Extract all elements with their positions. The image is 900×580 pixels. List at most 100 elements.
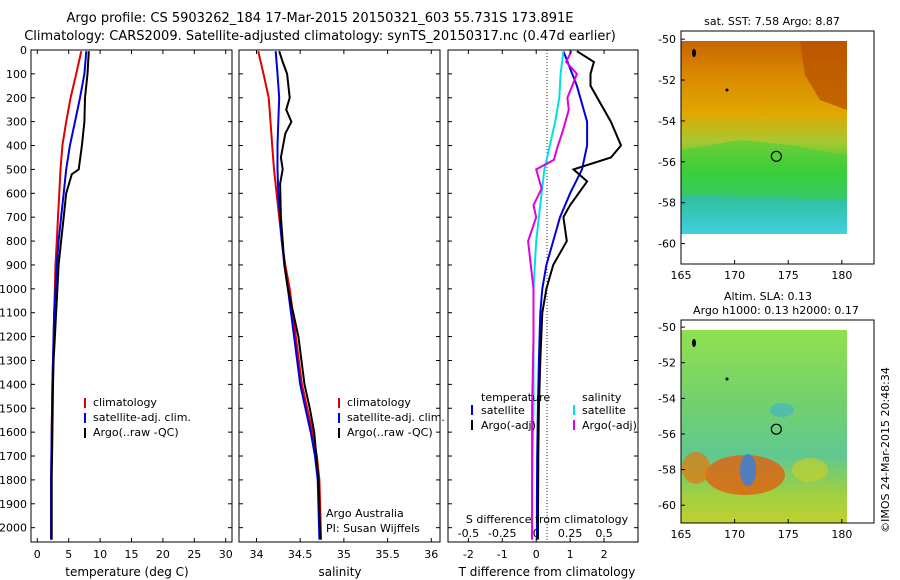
sla-map-title: Altim. SLA: 0.13 xyxy=(724,290,812,303)
legend-satellite-adj: satellite-adj. clim. xyxy=(93,411,191,424)
legend-s-satellite: satellite xyxy=(582,404,626,417)
x-tick-label: -1 xyxy=(497,548,508,561)
map-x-tick-label: 170 xyxy=(724,269,745,282)
y-tick-label: 500 xyxy=(6,163,27,176)
x-tick-label: -2 xyxy=(463,548,474,561)
title-line-1: Argo profile: CS 5903262_184 17-Mar-2015… xyxy=(66,11,574,26)
x-tick2-label: 0.5 xyxy=(595,527,613,540)
x-tick-label: 2 xyxy=(601,548,608,561)
sla-yellow-patch xyxy=(792,458,828,482)
float-position-marker xyxy=(770,150,782,162)
x-tick-label: 25 xyxy=(187,548,201,561)
salinity-legend: climatology satellite-adj. clim. Argo(..… xyxy=(338,396,445,439)
x-tick-label: 15 xyxy=(125,548,139,561)
timestamp-stamp: ©IMOS 24-Mar-2015 20:48:34 xyxy=(879,367,892,533)
legend-climatology: climatology xyxy=(93,396,157,409)
sla-map: Altim. SLA: 0.13 Argo h1000: 0.13 h2000:… xyxy=(658,290,875,541)
map-y-tick-label: -52 xyxy=(658,74,676,87)
map-x-tick-label: 180 xyxy=(831,269,852,282)
y-tick-label: 900 xyxy=(6,259,27,272)
temperature-legend: climatology satellite-adj. clim. Argo(..… xyxy=(84,396,191,439)
salinity-axes-frame xyxy=(238,49,441,543)
map-x-tick-label: 165 xyxy=(671,528,692,541)
temperature-xlabel: temperature (deg C) xyxy=(65,565,188,579)
map-x-tick-label: 180 xyxy=(831,528,852,541)
y-tick-label: 1900 xyxy=(0,498,27,511)
sla-high-patch xyxy=(682,452,710,484)
salinity-xlabel: salinity xyxy=(318,565,361,579)
y-tick-label: 0 xyxy=(20,44,27,57)
legend-satellite-adj: satellite-adj. clim. xyxy=(347,411,445,424)
legend-t-argo: Argo(-adj) xyxy=(481,419,536,432)
map-y-tick-label: -58 xyxy=(658,197,676,210)
sla-map-frame xyxy=(680,319,875,524)
pi-label: PI: Susan Wijffels xyxy=(326,522,420,535)
map-y-tick-label: -56 xyxy=(658,428,676,441)
s-difference-xlabel: S difference from climatology xyxy=(466,513,629,526)
x-tick-label: 30 xyxy=(219,548,233,561)
series-line xyxy=(536,50,623,540)
legend-s-argo: Argo(-adj) xyxy=(582,419,637,432)
y-tick-label: 1500 xyxy=(0,402,27,415)
sla-map-subtitle: Argo h1000: 0.13 h2000: 0.17 xyxy=(693,304,859,317)
x-tick-label: 20 xyxy=(156,548,170,561)
legend-argo-raw: Argo(..raw -QC) xyxy=(347,426,433,439)
legend-temperature-heading: temperature xyxy=(481,391,550,404)
legend-t-satellite: satellite xyxy=(481,404,525,417)
series-line xyxy=(527,50,579,540)
x-tick-label: 34 xyxy=(249,548,263,561)
difference-legend: temperature satellite Argo(-adj) salinit… xyxy=(471,391,637,432)
y-tick-label: 2000 xyxy=(0,522,27,535)
x-tick2-label: -0.25 xyxy=(488,527,516,540)
series-line xyxy=(278,50,322,540)
legend-climatology: climatology xyxy=(347,396,411,409)
map-y-tick-label: -52 xyxy=(658,357,676,370)
y-tick-label: 100 xyxy=(6,68,27,81)
series-line xyxy=(50,51,90,540)
x-tick-label: 1 xyxy=(567,548,574,561)
x-tick-label: 0 xyxy=(533,548,540,561)
difference-axes-frame xyxy=(447,49,639,543)
sst-map: sat. SST: 7.58 Argo: 8.87 165 170 175 180 -5… xyxy=(658,15,875,282)
map-y-tick-label: -60 xyxy=(658,499,676,512)
sst-map-title: sat. SST: 7.58 Argo: 8.87 xyxy=(704,15,840,28)
sla-low-patch xyxy=(770,403,794,417)
y-tick-label: 700 xyxy=(6,211,27,224)
y-tick-label: 400 xyxy=(6,140,27,153)
y-tick-label: 1800 xyxy=(0,474,27,487)
y-tick-label: 1100 xyxy=(0,307,27,320)
map-x-tick-label: 165 xyxy=(671,269,692,282)
t-difference-xlabel: T difference from climatology xyxy=(458,565,636,579)
x-tick2-label: 0 xyxy=(533,527,540,540)
x-tick2-label: -0.5 xyxy=(458,527,479,540)
x-tick-label: 10 xyxy=(93,548,107,561)
land-icon xyxy=(692,49,696,57)
map-y-tick-label: -50 xyxy=(658,321,676,334)
y-tick-label: 800 xyxy=(6,235,27,248)
map-y-tick-label: -56 xyxy=(658,156,676,169)
legend-argo-raw: Argo(..raw -QC) xyxy=(93,426,179,439)
map-y-tick-label: -58 xyxy=(658,464,676,477)
difference-panel: -2 -1 0 1 2 -0.5 -0.25 0 0.25 0.5 S difference fr… xyxy=(447,49,639,579)
sla-field xyxy=(681,330,847,523)
map-y-tick-label: -54 xyxy=(658,115,676,128)
small-island-icon xyxy=(725,88,729,92)
small-island-icon xyxy=(725,377,729,381)
map-y-tick-label: -60 xyxy=(658,238,676,251)
map-x-tick-label: 175 xyxy=(778,528,799,541)
title-line-2: Climatology: CARS2009. Satellite-adjuste… xyxy=(24,29,616,44)
y-tick-label: 1300 xyxy=(0,354,27,367)
temperature-axes-frame xyxy=(30,49,233,543)
map-y-tick-label: -54 xyxy=(658,392,676,405)
map-x-tick-label: 175 xyxy=(778,269,799,282)
float-position-marker xyxy=(770,423,782,435)
x-tick-label: 5 xyxy=(65,548,72,561)
sst-warm-patch xyxy=(800,41,847,110)
sst-map-frame xyxy=(680,30,875,265)
institution-label: Argo Australia xyxy=(326,507,404,520)
y-tick-label: 1200 xyxy=(0,331,27,344)
series-line xyxy=(531,51,565,540)
y-tick-label: 1000 xyxy=(0,283,27,296)
map-x-tick-label: 170 xyxy=(724,528,745,541)
x-tick-label: 0 xyxy=(34,548,41,561)
